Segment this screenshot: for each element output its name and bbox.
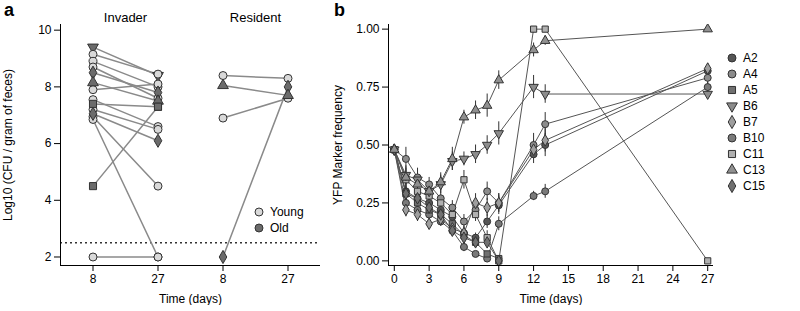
svg-text:27: 27	[701, 272, 715, 286]
svg-text:9: 9	[495, 272, 502, 286]
svg-text:0: 0	[391, 272, 398, 286]
svg-text:27: 27	[281, 272, 295, 286]
svg-text:6: 6	[45, 136, 52, 150]
svg-text:3: 3	[426, 272, 433, 286]
svg-text:8: 8	[220, 272, 227, 286]
svg-text:24: 24	[666, 272, 680, 286]
svg-text:15: 15	[562, 272, 576, 286]
svg-text:6: 6	[461, 272, 468, 286]
html-text:C15: C15	[743, 179, 765, 193]
svg-text:Time (days): Time (days)	[159, 292, 222, 306]
html-text:C11: C11	[743, 147, 765, 161]
svg-text:0.25: 0.25	[356, 196, 380, 210]
html-text:A2: A2	[743, 51, 758, 65]
html-text:b: b	[334, 0, 345, 20]
svg-text:0.50: 0.50	[356, 138, 380, 152]
svg-text:2: 2	[45, 250, 52, 264]
html-text:Old: Old	[270, 221, 289, 235]
svg-text:YFP Marker frequency: YFP Marker frequency	[331, 85, 345, 205]
html-text:B6: B6	[743, 99, 758, 113]
svg-text:Invader: Invader	[104, 10, 148, 25]
svg-text:21: 21	[631, 272, 645, 286]
html-text:a: a	[4, 0, 14, 20]
html-text:A5: A5	[743, 83, 758, 97]
svg-text:Time (days): Time (days)	[520, 292, 583, 306]
html-text:Young: Young	[270, 205, 304, 219]
svg-text:1.00: 1.00	[356, 22, 380, 36]
svg-text:18: 18	[597, 272, 611, 286]
svg-text:Resident: Resident	[230, 10, 282, 25]
svg-text:0.00: 0.00	[356, 254, 380, 268]
html-text:B10: B10	[743, 131, 765, 145]
svg-text:8: 8	[90, 272, 97, 286]
svg-text:4: 4	[45, 193, 52, 207]
html-text:A4: A4	[743, 67, 758, 81]
svg-text:8: 8	[45, 80, 52, 94]
html-text:B7: B7	[743, 115, 758, 129]
svg-text:10: 10	[38, 23, 52, 37]
html-text:C13: C13	[743, 163, 765, 177]
svg-text:12: 12	[527, 272, 541, 286]
svg-text:27: 27	[151, 272, 165, 286]
svg-text:Log10 (CFU / gram of feces): Log10 (CFU / gram of feces)	[1, 69, 15, 221]
svg-text:0.75: 0.75	[356, 80, 380, 94]
